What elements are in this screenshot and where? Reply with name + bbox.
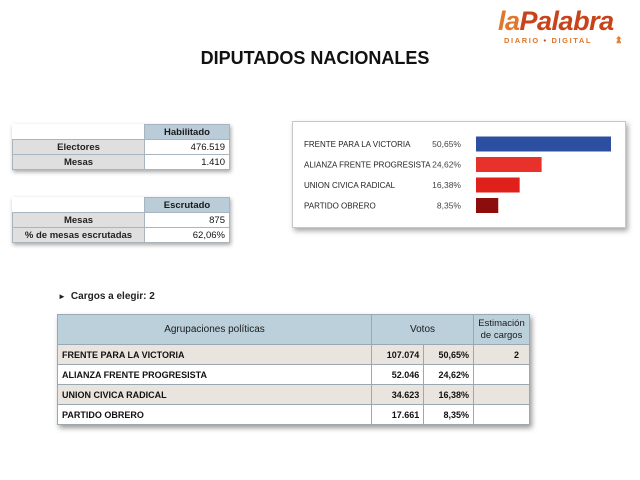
results-header-row: Agrupaciones políticas Votos Estimación d… (57, 314, 530, 345)
estimate-header-line1: Estimación (478, 317, 525, 329)
party-name: ALIANZA FRENTE PROGRESISTA (57, 364, 372, 385)
logo-part-palabra: Palabra (519, 6, 615, 36)
mesas-escrutadas-value: 875 (144, 212, 230, 228)
table-row: Mesas 875 (12, 212, 230, 228)
seat-estimate: 2 (473, 344, 530, 365)
habilitado-header: Habilitado (144, 124, 230, 140)
results-table-container: Agrupaciones políticas Votos Estimación d… (57, 314, 530, 425)
electores-label: Electores (12, 139, 145, 155)
seat-estimate (473, 404, 530, 425)
bullet-triangle-icon: ► (58, 292, 66, 301)
bar-percent-label: 8,35% (437, 201, 462, 211)
table-row: UNION CIVICA RADICAL 34.623 16,38% (57, 384, 530, 405)
bar-category-label: PARTIDO OBRERO (304, 202, 376, 211)
bar-percent-label: 50,65% (432, 139, 461, 149)
table-row: Mesas 1.410 (12, 154, 230, 170)
bar-category-label: FRENTE PARA LA VICTORIA (304, 140, 411, 149)
page-title: DIPUTADOS NACIONALES (200, 48, 430, 68)
bar-category-label: ALIANZA FRENTE PROGRESISTA (304, 161, 431, 170)
logo-part-la: la (498, 6, 520, 36)
bar (476, 198, 499, 213)
table-row: PARTIDO OBRERO 17.661 8,35% (57, 404, 530, 425)
votes-count: 17.661 (370, 404, 425, 425)
tagline-diario: DIARIO (504, 36, 540, 45)
bar-category-label: UNION CIVICA RADICAL (304, 181, 396, 190)
party-name: FRENTE PARA LA VICTORIA (57, 344, 372, 365)
results-bar-chart: FRENTE PARA LA VICTORIA 50,65% ALIANZA FRE… (292, 121, 626, 228)
tagline-digital: DIGITAL (551, 36, 593, 45)
habilitado-table: Habilitado Electores 476.519 Mesas 1.410 (12, 124, 230, 170)
signal-icon: ⇭ (615, 35, 623, 45)
brand-logo: laPalabra DIARIO • DIGITAL ⇭ (498, 6, 630, 46)
estimate-header-line2: de cargos (480, 329, 523, 341)
seat-estimate (473, 384, 530, 405)
results-table: Agrupaciones políticas Votos Estimación d… (57, 314, 530, 425)
party-name: UNION CIVICA RADICAL (57, 384, 372, 405)
bar (476, 177, 520, 193)
cargos-a-elegir: ► Cargos a elegir: 2 (58, 291, 155, 302)
porcentaje-escrutado-label: % de mesas escrutadas (12, 227, 145, 243)
votes-percent: 24,62% (423, 364, 474, 385)
tagline-separator: • (543, 36, 548, 45)
bar-percent-label: 16,38% (432, 180, 461, 190)
cargos-text: Cargos a elegir: 2 (70, 291, 155, 302)
table-row: Electores 476.519 (12, 139, 230, 155)
votes-percent: 50,65% (423, 344, 474, 365)
seat-estimate (473, 364, 530, 385)
porcentaje-escrutado-value: 62,06% (144, 227, 230, 243)
escrutado-header: Escrutado (144, 197, 230, 213)
electores-value: 476.519 (144, 139, 230, 155)
votes-count: 52.046 (370, 364, 425, 385)
bar-percent-label: 24,62% (432, 160, 461, 170)
table-row: ALIANZA FRENTE PROGRESISTA 52.046 24,62% (57, 364, 530, 385)
votes-percent: 8,35% (423, 404, 474, 425)
mesas-habilitadas-label: Mesas (12, 154, 145, 170)
bar-chart-svg: FRENTE PARA LA VICTORIA 50,65% ALIANZA FRE… (304, 136, 611, 213)
logo-tagline: DIARIO • DIGITAL (504, 36, 592, 45)
table-row: % de mesas escrutadas 62,06% (12, 227, 230, 243)
votes-percent: 16,38% (423, 384, 474, 405)
estimate-column-header: Estimación de cargos (473, 314, 530, 345)
mesas-escrutadas-label: Mesas (12, 212, 145, 228)
mesas-habilitadas-value: 1.410 (144, 154, 230, 170)
escrutado-table: Escrutado Mesas 875 % de mesas escrutada… (12, 197, 230, 243)
bar (476, 157, 542, 172)
bar (476, 136, 611, 152)
votes-count: 34.623 (370, 384, 425, 405)
logo-wordmark: laPalabra (498, 6, 614, 37)
party-column-header: Agrupaciones políticas (57, 314, 372, 345)
votes-count: 107.074 (370, 344, 425, 365)
table-row: FRENTE PARA LA VICTORIA 107.074 50,65% 2 (57, 344, 530, 365)
votes-column-header: Votos (371, 314, 474, 345)
party-name: PARTIDO OBRERO (57, 404, 372, 425)
